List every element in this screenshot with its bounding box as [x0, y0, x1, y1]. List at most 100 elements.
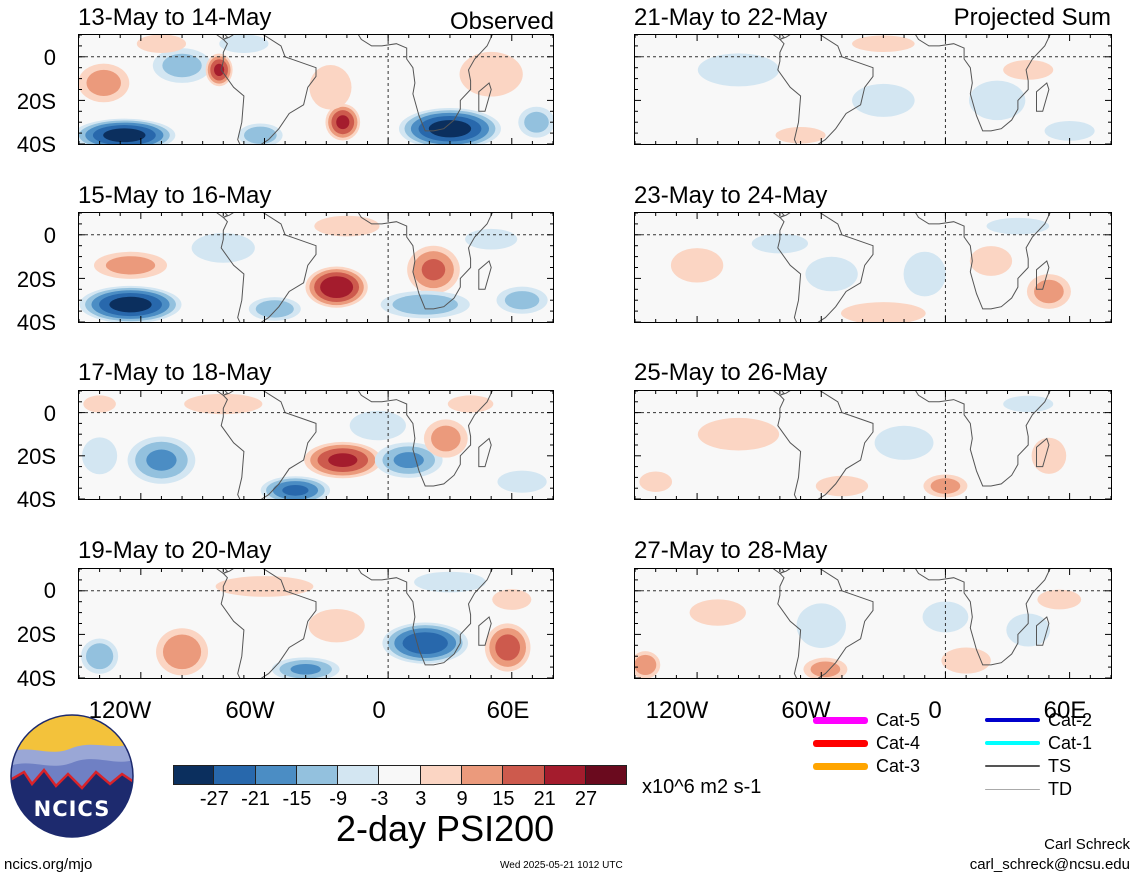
- anomaly-center: [349, 410, 406, 441]
- coastline: [220, 213, 317, 322]
- footer-url[interactable]: ncics.org/mjo: [4, 856, 93, 873]
- contour-level: [83, 395, 116, 413]
- y-tick-label: 40S: [16, 666, 56, 691]
- contour-level: [495, 634, 521, 661]
- coastline: [216, 35, 229, 40]
- storm-legend-swatch: [985, 741, 1040, 745]
- x-tick-label: 60W: [225, 697, 275, 724]
- contour-level: [336, 115, 350, 130]
- anomaly-center: [805, 256, 858, 292]
- colorbar-segment: [462, 765, 504, 785]
- coastline: [773, 391, 785, 396]
- colorbar-segment: [173, 765, 215, 785]
- anomaly-center: [248, 297, 301, 321]
- contour-level: [841, 302, 926, 322]
- anomaly-center: [447, 395, 494, 413]
- anomaly-center: [79, 118, 176, 144]
- contour-level: [805, 256, 858, 292]
- anomaly-center: [941, 647, 991, 674]
- contour-level: [751, 233, 809, 254]
- anomaly-center: [496, 286, 548, 314]
- y-tick-label: 20S: [16, 267, 56, 292]
- coastline: [220, 391, 317, 499]
- storm-legend-label: Cat-5: [876, 710, 921, 730]
- anomaly-center: [1031, 437, 1067, 474]
- coastline: [1036, 616, 1050, 646]
- author-name: Carl Schreck: [1044, 836, 1130, 853]
- contour-level: [184, 393, 263, 415]
- anomaly-center: [205, 53, 233, 87]
- contour-level: [986, 217, 1050, 235]
- colorbar-tick-label: 9: [456, 788, 468, 810]
- anomaly-center: [304, 441, 382, 479]
- x-tick-label: 120W: [645, 697, 709, 724]
- author-email[interactable]: carl_schreck@ncsu.edu: [969, 856, 1130, 873]
- anomaly-center: [903, 251, 946, 297]
- storm-legend-label: Cat-4: [876, 733, 921, 753]
- anomaly-center: [79, 285, 182, 322]
- storm-legend-swatch: [813, 762, 868, 770]
- coastline: [915, 35, 1051, 132]
- coastline: [777, 391, 874, 499]
- colorbar-tick-label: -9: [329, 788, 348, 810]
- contour-level: [255, 300, 294, 318]
- anomaly-center: [308, 608, 365, 643]
- anomaly-center: [309, 65, 352, 110]
- storm-legend-item: Cat-4: [813, 732, 920, 754]
- map-panel-2: [78, 390, 554, 500]
- panel-plot: [79, 391, 553, 499]
- coastline: [357, 35, 493, 132]
- map-panel-5: [634, 212, 1112, 323]
- map-panel-3: [78, 568, 554, 679]
- anomaly-center: [815, 475, 869, 497]
- colorbar-segment: [214, 765, 256, 785]
- colorbar-segment: [296, 765, 339, 785]
- anomaly-center: [841, 302, 926, 322]
- anomaly-center: [852, 83, 915, 117]
- anomaly-center: [184, 393, 263, 415]
- panel-title-0: 13-May to 14-May: [78, 4, 272, 31]
- anomaly-center: [1006, 613, 1051, 647]
- storm-legend-swatch: [813, 716, 868, 724]
- contour-level: [314, 215, 380, 237]
- anomaly-center: [152, 48, 212, 83]
- colorbar-segment: [338, 765, 380, 785]
- contour-level: [349, 410, 406, 441]
- map-panel-7: [634, 568, 1112, 679]
- coastline: [1036, 437, 1050, 468]
- contour-level: [689, 599, 746, 626]
- anomaly-center: [414, 571, 486, 593]
- anomaly-center: [260, 476, 331, 499]
- anomaly-center: [382, 622, 469, 664]
- storm-legend-label: Cat-1: [1048, 733, 1093, 753]
- anomaly-center: [459, 51, 523, 97]
- contour-level: [392, 294, 458, 315]
- colorbar-tick-label: -21: [241, 788, 271, 810]
- contour-level: [328, 453, 358, 467]
- colorbar-segment: [420, 765, 463, 785]
- contour-level: [309, 65, 352, 110]
- coastline: [1036, 82, 1050, 112]
- contour-level: [903, 251, 946, 297]
- coastline: [915, 569, 1051, 666]
- contour-level: [103, 128, 146, 143]
- anomaly-center: [796, 603, 846, 648]
- contour-level: [447, 395, 494, 413]
- coastline: [1036, 260, 1050, 290]
- colorbar-segment: [544, 765, 586, 785]
- coastline: [478, 616, 492, 646]
- contour-level: [414, 571, 486, 593]
- colorbar-segment: [585, 765, 628, 785]
- panel-title-5: 23-May to 24-May: [634, 182, 828, 209]
- anomaly-center: [191, 233, 255, 263]
- contour-level: [105, 256, 156, 275]
- contour-level: [146, 449, 177, 471]
- contour-level: [969, 80, 1026, 121]
- contour-level: [852, 35, 915, 52]
- anomaly-center: [986, 217, 1050, 235]
- anomaly-center: [127, 436, 196, 484]
- contour-level: [504, 291, 540, 310]
- panel-title-3: 19-May to 20-May: [78, 537, 272, 564]
- contour-level: [639, 471, 673, 492]
- storm-legend-item: TS: [985, 755, 1071, 777]
